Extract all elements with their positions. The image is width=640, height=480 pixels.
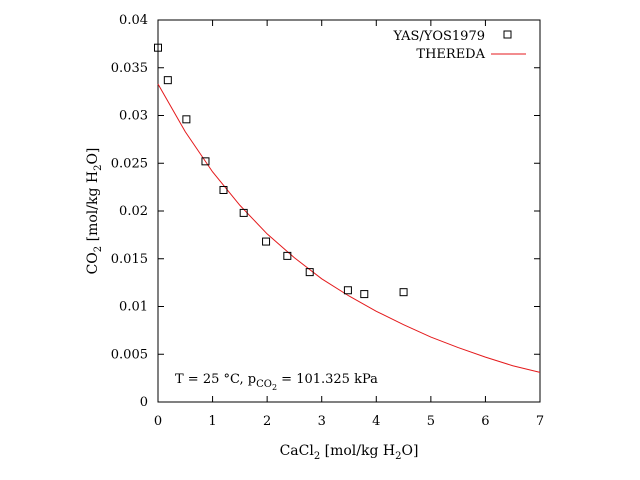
x-axis-label: CaCl2 [mol/kg H2O] [280, 443, 419, 462]
y-tick-label: 0.015 [111, 252, 148, 267]
thereda-curve-layer [157, 83, 541, 373]
x-tick-label: 3 [318, 414, 326, 429]
data-point [262, 237, 271, 246]
y-tick-label: 0.025 [111, 156, 148, 171]
y-tick-label: 0.035 [111, 61, 148, 76]
data-point [343, 286, 352, 295]
thereda-curve [157, 83, 541, 373]
data-point [201, 157, 210, 166]
data-point [305, 268, 314, 277]
x-tick-label: 0 [154, 414, 162, 429]
y-tick-label: 0.03 [119, 109, 148, 124]
data-point [399, 288, 408, 297]
x-tick-label: 4 [372, 414, 380, 429]
axis-tick-labels: 0 1 2 3 4 5 6 7 0 0.005 0.01 0.015 0.02 0.025 0.03 0.03… [111, 13, 544, 429]
legend-label-yas-yos1979: YAS/YOS1979 [393, 29, 485, 44]
data-points-layer [154, 43, 408, 299]
y-tick-label: 0.005 [111, 347, 148, 362]
data-point [239, 208, 248, 217]
x-tick-label: 1 [208, 414, 216, 429]
data-point [182, 115, 191, 124]
axis-ticks [157, 19, 541, 403]
y-tick-label: 0.04 [119, 13, 148, 28]
x-tick-label: 7 [536, 414, 544, 429]
y-tick-label: 0.02 [119, 204, 148, 219]
legend-label-thereda: THEREDA [416, 47, 485, 62]
conditions-annotation: T = 25 °C, pCO2 = 101.325 kPa [175, 372, 378, 392]
y-tick-label: 0.01 [119, 300, 148, 315]
x-tick-label: 2 [263, 414, 271, 429]
y-tick-label: 0 [140, 395, 148, 410]
data-point [154, 43, 162, 52]
x-tick-label: 5 [427, 414, 435, 429]
legend-marker-yas-yos1979 [503, 30, 512, 39]
data-point [163, 76, 172, 85]
legend: YAS/YOS1979 THEREDA [393, 29, 526, 62]
data-point [219, 185, 228, 194]
y-axis-label: CO2 [mol/kg H2O] [85, 148, 104, 275]
x-tick-label: 6 [481, 414, 489, 429]
data-point [360, 290, 369, 299]
plot-area [157, 19, 541, 403]
data-point [283, 251, 292, 260]
